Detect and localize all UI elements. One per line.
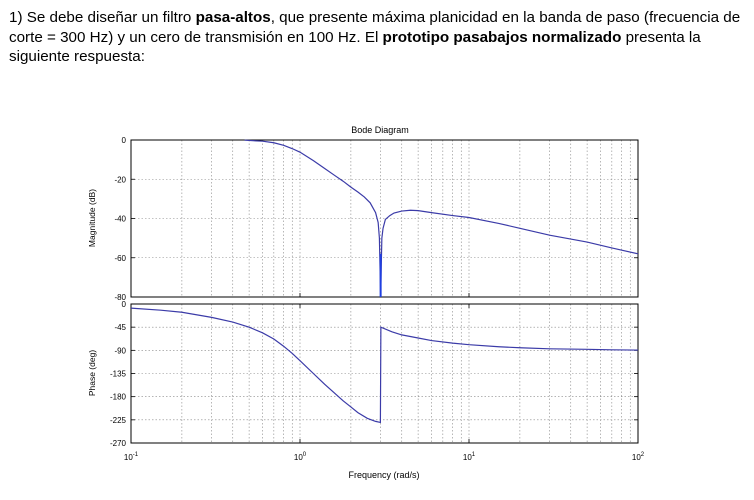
phase-tick-label: -270 <box>110 439 127 448</box>
magnitude-tick-label: -80 <box>114 293 126 302</box>
magnitude-tick-label: 0 <box>122 136 127 145</box>
x-tick-label: 100 <box>294 452 307 462</box>
problem-bold-highpass: pasa-altos <box>195 9 271 26</box>
phase-tick-label: -225 <box>110 416 127 425</box>
phase-axis-label: Phase (deg) <box>87 350 97 396</box>
problem-statement: 1) Se debe diseñar un filtro pasa-altos,… <box>9 8 745 67</box>
phase-series-line <box>130 307 639 424</box>
magnitude-tick-labels: 0 -20 -40 -60 -80 <box>114 136 638 302</box>
magnitude-axis-label: Magnitude (dB) <box>87 189 97 247</box>
problem-text-part: , que presente máxima planicidad en la b… <box>9 9 741 46</box>
magnitude-tick-label: -60 <box>114 254 126 263</box>
phase-tick-label: -45 <box>114 323 126 332</box>
problem-text-part: 1) Se debe diseñar un filtro <box>9 9 196 26</box>
x-tick-label: 101 <box>463 452 476 462</box>
magnitude-tick-label: -40 <box>114 215 126 224</box>
x-tick-label: 102 <box>632 452 645 462</box>
phase-tick-label: -135 <box>110 370 127 379</box>
x-tick-label: 10-1 <box>124 452 139 462</box>
magnitude-grid <box>131 140 638 297</box>
problem-text-part: presenta la siguiente respuesta: <box>9 28 701 66</box>
phase-tick-label: -180 <box>110 393 127 402</box>
phase-tick-label: -90 <box>114 346 126 355</box>
x-tick-labels: 10-1 100 101 102 <box>124 293 645 462</box>
problem-bold-prototype: prototipo pasabajos normalizado <box>382 28 622 46</box>
x-axis-label: Frequency (rad/s) <box>348 470 419 480</box>
chart-title: Bode Diagram <box>351 125 409 135</box>
phase-grid <box>131 304 638 443</box>
magnitude-tick-label: -20 <box>114 175 126 184</box>
phase-tick-labels: 0 -45 -90 -135 -180 -225 -270 <box>110 300 638 448</box>
phase-tick-label: 0 <box>122 300 127 309</box>
